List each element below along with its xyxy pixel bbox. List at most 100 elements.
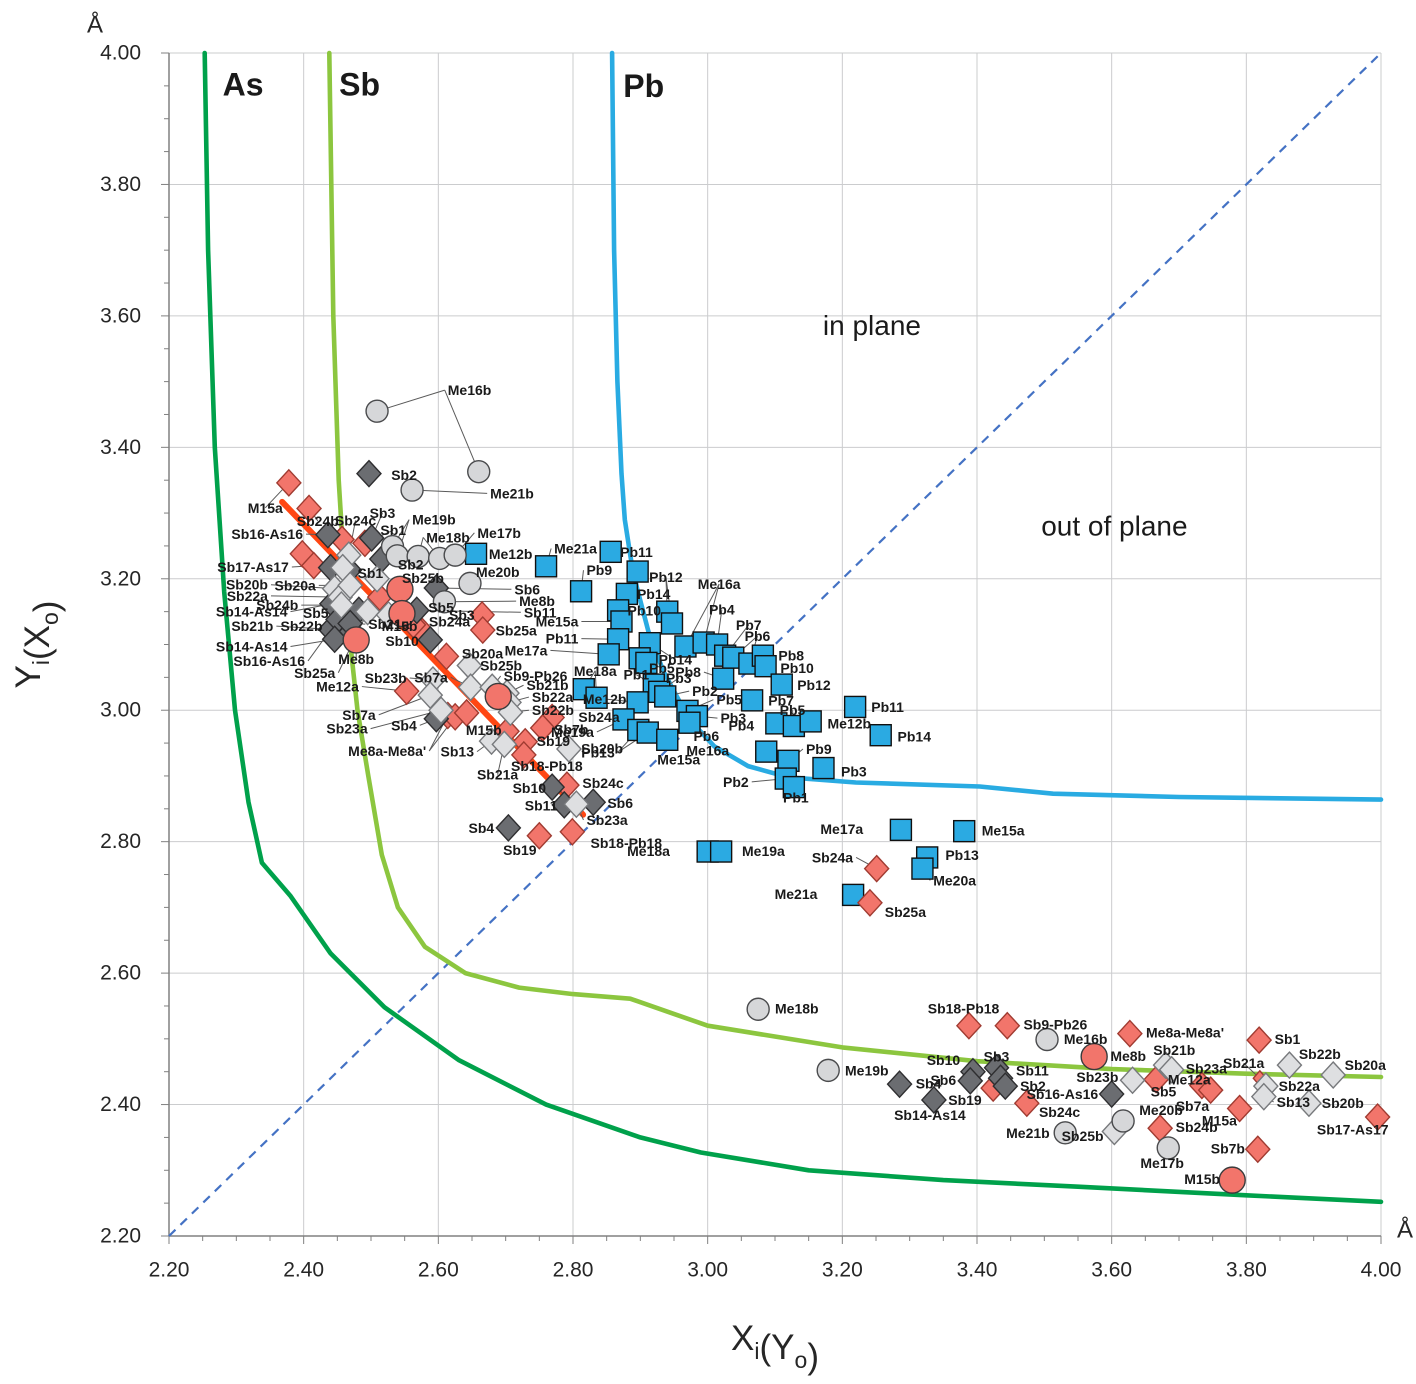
- point-label: Pb2: [692, 683, 718, 699]
- point-label: Sb2: [398, 556, 424, 572]
- point-label: M15b: [1184, 1171, 1220, 1187]
- data-point-ld: [328, 591, 355, 620]
- point-label: Sb25b: [1062, 1128, 1104, 1144]
- point-label: Sb4: [469, 820, 495, 836]
- data-point-gc: [1035, 1027, 1059, 1052]
- data-point-rc: [1080, 1042, 1108, 1071]
- data-point-sq: [740, 689, 764, 712]
- y-tick-label: 3.80: [100, 173, 141, 196]
- point-label: Pb8: [675, 664, 701, 680]
- point-label: Sb9-Pb26: [1023, 1016, 1087, 1032]
- y-tick-label: 3.60: [100, 304, 141, 327]
- data-point-rd: [1364, 1103, 1391, 1132]
- data-point-sq: [799, 710, 822, 733]
- y-tick-label: 3.40: [100, 436, 141, 459]
- point-label: Sb18-Pb18: [511, 758, 583, 774]
- y-tick-label: 2.60: [100, 962, 141, 985]
- point-label: Sb23b: [365, 670, 407, 686]
- point-label: Pb3: [666, 670, 692, 686]
- point-label: Sb20b: [1322, 1095, 1364, 1111]
- data-point-sq: [585, 686, 608, 709]
- point-label: Pb13: [945, 847, 979, 863]
- data-point-gc: [816, 1058, 840, 1083]
- data-point-sq: [597, 643, 620, 666]
- point-label: Pb2: [723, 774, 749, 790]
- point-label: Me19a: [551, 724, 594, 740]
- y-axis-unit-angstrom: Å: [87, 11, 103, 39]
- data-point-ld: [1320, 1060, 1347, 1090]
- data-point-rd: [526, 821, 553, 850]
- data-point-gc: [365, 399, 389, 423]
- data-point-sq: [889, 818, 913, 842]
- data-point-rd: [1116, 1019, 1143, 1048]
- point-label: Sb21b: [1153, 1042, 1195, 1058]
- data-point-dd: [580, 788, 607, 817]
- data-point-sq: [911, 857, 934, 880]
- point-label: Sb5: [1151, 1083, 1177, 1099]
- axes: [161, 52, 1382, 1244]
- data-point-rd: [559, 817, 586, 846]
- point-label: Sb24c: [335, 512, 376, 528]
- data-point-sq: [754, 654, 777, 678]
- data-point-rd: [856, 888, 883, 917]
- point-label: Pb12: [649, 569, 683, 585]
- data-point-rc: [1218, 1166, 1246, 1194]
- point-label: Sb20a: [1345, 1057, 1386, 1073]
- data-point-sq: [678, 711, 701, 734]
- data-point-rd: [453, 698, 480, 727]
- data-point-sq: [770, 673, 793, 696]
- point-label: Pb8: [778, 648, 804, 664]
- point-label: Sb22a: [1279, 1078, 1320, 1094]
- data-point-dd: [314, 520, 341, 549]
- point-label: Sb7b: [1211, 1141, 1245, 1157]
- data-point-ld: [354, 597, 381, 626]
- data-point-sq: [569, 580, 593, 603]
- data-point-rd: [510, 740, 537, 769]
- point-label: Pb6: [693, 728, 719, 744]
- point-label: Pb6: [745, 628, 771, 644]
- data-point-ld: [364, 564, 391, 593]
- data-point-sq: [711, 667, 735, 690]
- point-label: Sb22b: [532, 702, 574, 718]
- data-point-ld: [457, 673, 484, 702]
- sb-curve-label: Sb: [339, 67, 380, 103]
- x-axis-title: Xi(Yo): [731, 1319, 819, 1376]
- data-point-rd: [955, 1011, 982, 1040]
- point-label: Me19b: [845, 1062, 889, 1078]
- identity-dashed-line: [168, 52, 1382, 1237]
- y-tick-label: 2.20: [100, 1225, 141, 1248]
- data-point-sq: [869, 723, 892, 747]
- point-label: Me8a-Me8a': [348, 743, 426, 759]
- data-point-gc: [467, 459, 491, 484]
- point-label: Pb10: [628, 602, 662, 618]
- as-curve-label: As: [223, 67, 264, 103]
- point-label: Pb3: [720, 710, 746, 726]
- data-point-rd: [275, 468, 302, 497]
- point-label: Pb7: [768, 692, 794, 708]
- point-label: Sb1: [1275, 1031, 1301, 1047]
- point-label: Me21b: [490, 485, 534, 501]
- x-tick-label: 2.20: [149, 1259, 190, 1282]
- point-label: Sb4: [391, 717, 417, 733]
- point-label: Sb24b: [1176, 1119, 1218, 1135]
- point-label: Me16b: [448, 382, 492, 398]
- point-label: Pb7: [736, 617, 762, 633]
- data-point-rd: [433, 642, 460, 671]
- point-label: Sb3: [984, 1049, 1010, 1065]
- point-label: Me18a: [627, 843, 670, 859]
- point-label: Sb13: [1277, 1094, 1311, 1110]
- point-label: Sb25a: [294, 665, 335, 681]
- point-label: Pb5: [716, 692, 742, 708]
- point-label: Me19b: [412, 512, 456, 528]
- x-tick-label: 3.20: [822, 1259, 863, 1282]
- data-point-dd: [417, 625, 444, 654]
- point-label: Me17a: [505, 642, 548, 658]
- point-label: Sb19: [948, 1092, 982, 1108]
- data-point-rd: [1246, 1026, 1273, 1055]
- x-tick-label: 3.40: [957, 1259, 998, 1282]
- point-label: Pb9: [586, 562, 612, 578]
- data-point-sq: [841, 883, 865, 907]
- point-label: Pb5: [649, 660, 675, 676]
- point-label: Sb5: [303, 605, 329, 621]
- point-label: Sb2: [1020, 1078, 1046, 1094]
